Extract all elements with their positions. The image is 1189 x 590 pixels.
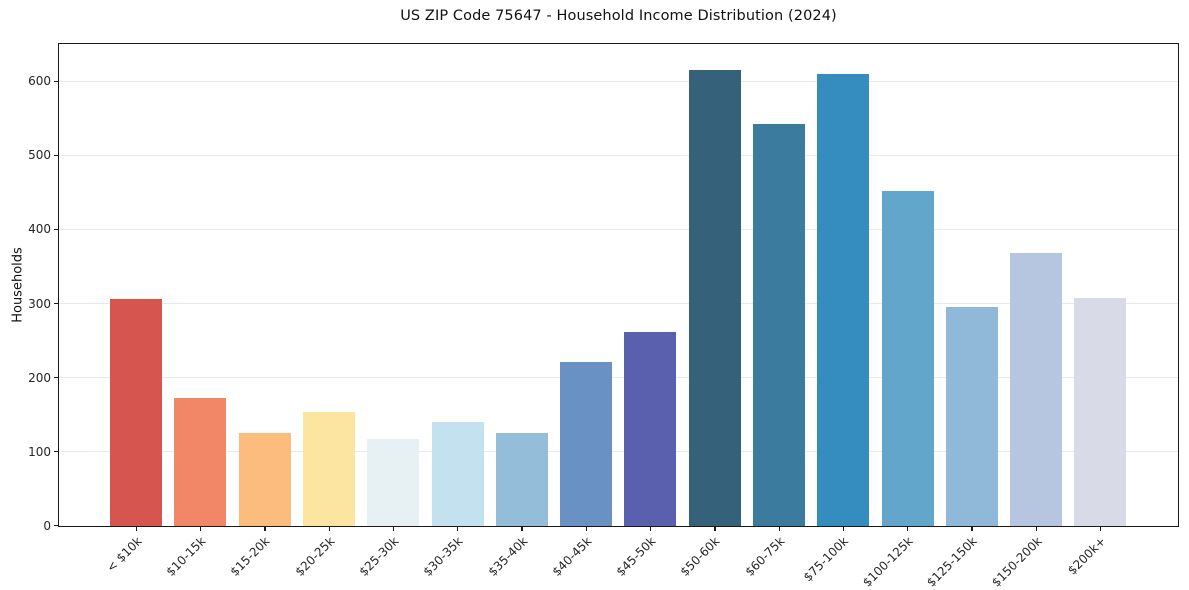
y-tick-label-400: 400 [28,222,51,237]
x-tick-mark-200k [1100,527,1102,531]
y-tick-label-500: 500 [28,148,51,163]
y-tick-mark-400 [54,228,58,231]
x-tick-mark-10k [135,527,137,531]
x-tick-label-text: $50-60k [677,534,723,579]
x-tick-label-text: $20-25k [292,534,338,579]
y-tick-label-0: 0 [43,518,51,533]
x-tick-mark-150-200k [1035,527,1037,531]
bar-125-150k [945,307,998,526]
gridline-400 [59,228,1178,230]
x-tick-mark-30-35k [457,527,459,531]
x-tick-mark-75-100k [842,527,845,531]
x-tick-label-text: $125-150k [924,534,980,590]
x-tick-label-text: $200k+ [1065,534,1109,578]
bar-60-75k [752,123,806,526]
gridline-300 [59,302,1178,304]
x-tick-label-text: $150-200k [988,534,1045,590]
gridline-100 [59,451,1178,452]
x-tick-label-text: $100-125k [860,534,916,590]
gridline-600 [59,80,1178,82]
x-tick-label-text: $45-50k [613,534,659,579]
x-tick-label-text: < $10k [103,534,145,575]
x-tick-label-text: $10-15k [163,534,209,579]
x-tick-label-text: $40-45k [549,534,595,579]
y-axis-label: Households [10,247,26,323]
x-tick-mark-35-40k [521,527,523,531]
y-tick-label-200: 200 [28,370,51,385]
y-tick-label-600: 600 [28,74,51,89]
x-tick-label-text: $15-20k [227,534,273,579]
bar-10-15k [174,397,227,526]
plot-area [58,43,1179,527]
x-tick-label-text: $75-100k [801,534,852,585]
x-tick-mark-125-150k [971,527,973,531]
bar-40-45k [560,362,613,526]
y-tick-mark-600 [54,80,58,82]
chart-title: US ZIP Code 75647 - Household Income Dis… [400,8,837,24]
y-tick-mark-200 [54,377,58,379]
bar-200k [1074,297,1127,526]
x-tick-mark-20-25k [328,527,330,531]
x-tick-mark-10-15k [200,527,202,531]
bar-20-25k [302,411,356,526]
bar-25-30k [367,439,420,526]
bar-10k [110,299,163,526]
bar-15-20k [238,432,291,526]
bar-100-125k [881,191,934,526]
x-tick-mark-40-45k [585,527,587,531]
bar-75-100k [817,74,870,526]
bar-45-50k [624,331,677,526]
x-tick-mark-60-75k [778,527,780,531]
y-tick-mark-500 [54,154,58,156]
x-tick-mark-25-30k [392,527,395,531]
x-tick-label-text: $25-30k [356,534,402,579]
gridline-500 [59,154,1178,156]
bar-150-200k [1010,253,1063,526]
x-tick-label-text: $30-35k [420,534,466,579]
bar-30-35k [431,422,484,526]
x-tick-mark-100-125k [907,527,909,531]
gridline-200 [59,376,1178,378]
x-tick-label-text: $35-40k [485,534,530,579]
x-tick-mark-15-20k [264,527,266,531]
y-tick-label-300: 300 [28,296,51,311]
y-tick-mark-0 [54,525,58,527]
x-tick-mark-50-60k [714,527,716,531]
y-tick-mark-300 [54,302,58,305]
bar-35-40k [495,432,548,526]
x-tick-mark-45-50k [650,527,652,531]
bar-50-60k [688,69,741,526]
y-tick-mark-100 [54,451,58,453]
x-tick-label-text: $60-75k [742,534,788,579]
y-tick-label-100: 100 [28,444,51,459]
